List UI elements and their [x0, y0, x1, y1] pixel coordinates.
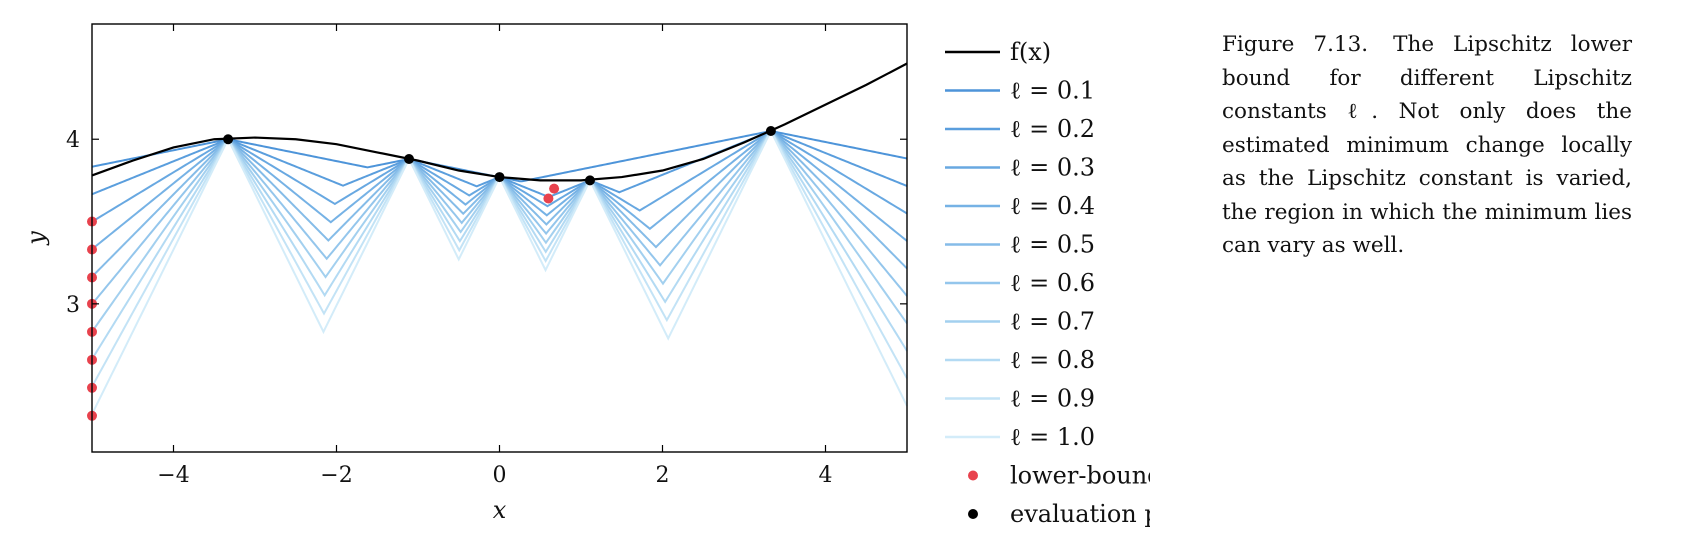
legend-label-lower-bound: ℓ = 1.0: [1010, 423, 1095, 451]
legend-label-lower-bound: ℓ = 0.6: [1010, 269, 1095, 297]
lower-bound-minima-markers: [87, 183, 560, 421]
legend-swatch-minima: [968, 470, 978, 481]
legend-swatch-evaluation: [968, 509, 978, 519]
axis-ticks: −4 −2 0 2 4 3 4: [66, 24, 907, 488]
legend-label-minima: lower-bound minima: [1010, 462, 1150, 490]
y-axis-label: y: [22, 231, 50, 246]
evaluation-points-markers: [223, 126, 776, 186]
legend-label-lower-bound: ℓ = 0.9: [1010, 385, 1095, 413]
x-tick-label: −4: [157, 463, 189, 488]
legend-label-lower-bound: ℓ = 0.3: [1010, 154, 1095, 182]
x-tick-label: 2: [656, 463, 670, 488]
lower-bound-minimum-point: [549, 183, 560, 194]
caption-text: The Lipschitz lower bound for different …: [1222, 32, 1632, 258]
x-axis-label: x: [493, 496, 507, 524]
legend: f(x) ℓ = 0.1 ℓ = 0.2 ℓ = 0.3 ℓ = 0.4 ℓ = 0.5 ℓ…: [945, 38, 1150, 528]
x-tick-label: −2: [320, 463, 352, 488]
evaluation-point: [494, 172, 505, 183]
legend-label-lower-bound: ℓ = 0.1: [1010, 77, 1095, 105]
x-tick-label: 4: [819, 463, 833, 488]
y-tick-label: 3: [66, 293, 80, 318]
legend-label-lower-bound: ℓ = 0.5: [1010, 231, 1095, 259]
lower-bound-minimum-point: [543, 193, 554, 204]
figure-number: Figure 7.13.: [1222, 32, 1369, 57]
x-tick-label: 0: [493, 463, 507, 488]
legend-label-evaluation: evaluation points: [1010, 500, 1150, 528]
evaluation-point: [223, 134, 234, 145]
legend-label-function: f(x): [1010, 38, 1051, 66]
figure-caption: Figure 7.13. The Lipschitz lower bound f…: [1222, 28, 1632, 263]
evaluation-point: [765, 126, 776, 136]
axes-frame: [91, 23, 908, 453]
legend-label-lower-bound: ℓ = 0.7: [1010, 308, 1095, 336]
y-tick-label: 4: [66, 128, 80, 153]
evaluation-point: [584, 175, 595, 186]
legend-label-lower-bound: ℓ = 0.2: [1010, 115, 1095, 143]
lipschitz-lower-bound-chart: −4 −2 0 2 4 3 4 x y f(x) ℓ = 0.1 ℓ = 0.2 ℓ = 0.3 ℓ…: [22, 23, 1150, 528]
legend-label-lower-bound: ℓ = 0.8: [1010, 346, 1095, 374]
legend-label-lower-bound: ℓ = 0.4: [1010, 192, 1095, 220]
evaluation-point: [404, 153, 415, 164]
